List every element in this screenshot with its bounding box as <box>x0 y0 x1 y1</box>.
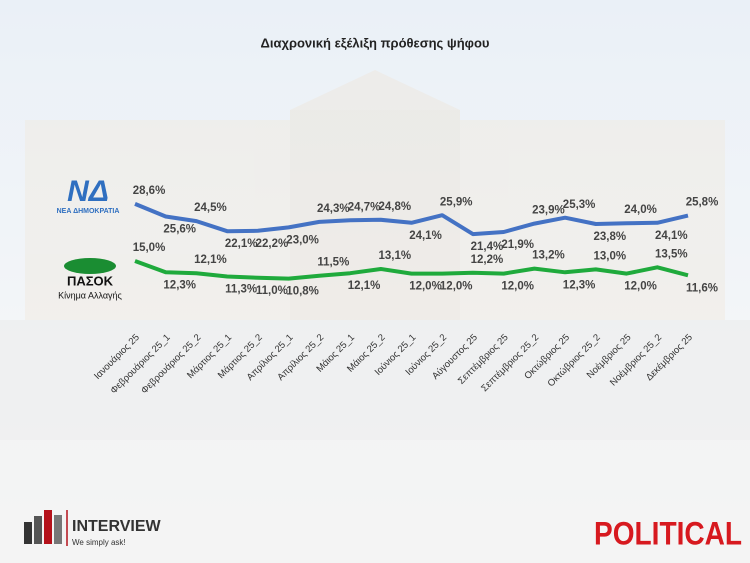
data-label: 12,2% <box>471 254 504 266</box>
legend-tagline: Κίνημα Αλλαγής <box>58 290 122 300</box>
data-label: 12,0% <box>440 281 473 293</box>
data-label: 25,8% <box>686 197 719 209</box>
data-label: 21,4% <box>471 241 504 253</box>
series-line <box>134 202 689 237</box>
data-label: 12,0% <box>501 281 534 293</box>
data-label: 28,6% <box>133 185 166 197</box>
data-label: 13,1% <box>378 250 411 262</box>
data-label: 11,5% <box>317 257 349 269</box>
partner-logo: POLITICAL <box>594 515 742 551</box>
brand: INTERVIEW <box>72 518 162 535</box>
data-label: 21,9% <box>501 239 534 251</box>
data-label: 24,8% <box>378 201 411 213</box>
data-label: 24,3% <box>317 203 350 215</box>
data-label: 12,3% <box>563 279 596 291</box>
data-label: 23,9% <box>532 205 565 217</box>
data-label: 25,3% <box>563 199 596 211</box>
data-label: 12,0% <box>409 281 442 293</box>
data-label: 11,3% <box>225 284 257 296</box>
data-label: 12,1% <box>348 280 381 292</box>
series-line <box>134 259 689 281</box>
data-label: 12,3% <box>163 279 196 291</box>
data-label: 10,8% <box>286 286 319 298</box>
data-label: 22,1% <box>225 238 258 250</box>
logo-bar <box>24 522 32 544</box>
legend: ΝΔ ΝΕΑ ΔΗΜΟΚΡΑΤΙΑ ΠΑΣΟΚ Κίνημα Αλλαγής <box>57 175 123 300</box>
data-label: 11,0% <box>256 285 288 297</box>
logo-bar <box>44 510 52 544</box>
data-label: 25,9% <box>440 196 473 208</box>
data-label: 15,0% <box>133 242 166 254</box>
logo-bar <box>54 515 62 544</box>
data-label: 24,1% <box>409 230 442 242</box>
data-label: 11,6% <box>686 282 718 294</box>
data-label: 24,5% <box>194 202 227 214</box>
chart-title: Διαχρονική εξέλιξη πρόθεσης ψήφου <box>261 35 490 50</box>
data-label: 24,0% <box>624 204 657 216</box>
footer: INTERVIEW We simply ask! POLITICAL <box>24 510 742 551</box>
data-label: 24,7% <box>348 201 381 213</box>
logo-bar <box>34 516 42 544</box>
data-label: 25,6% <box>163 224 196 236</box>
data-label: 22,2% <box>256 238 289 250</box>
data-label: 12,1% <box>194 254 227 266</box>
data-label: 13,5% <box>655 248 688 260</box>
data-label: 23,8% <box>594 231 627 243</box>
legend-label: ΝΕΑ ΔΗΜΟΚΡΑΤΙΑ <box>57 208 120 215</box>
data-label: 24,1% <box>655 230 688 242</box>
data-label: 12,0% <box>624 281 657 293</box>
legend-logo <box>64 258 116 274</box>
data-label: 13,0% <box>594 250 627 262</box>
slogan: We simply ask! <box>72 538 126 547</box>
legend-label: ΠΑΣΟΚ <box>67 273 114 288</box>
legend-logo: ΝΔ <box>67 175 109 208</box>
data-label: 13,2% <box>532 250 565 262</box>
data-label: 23,0% <box>286 234 319 246</box>
